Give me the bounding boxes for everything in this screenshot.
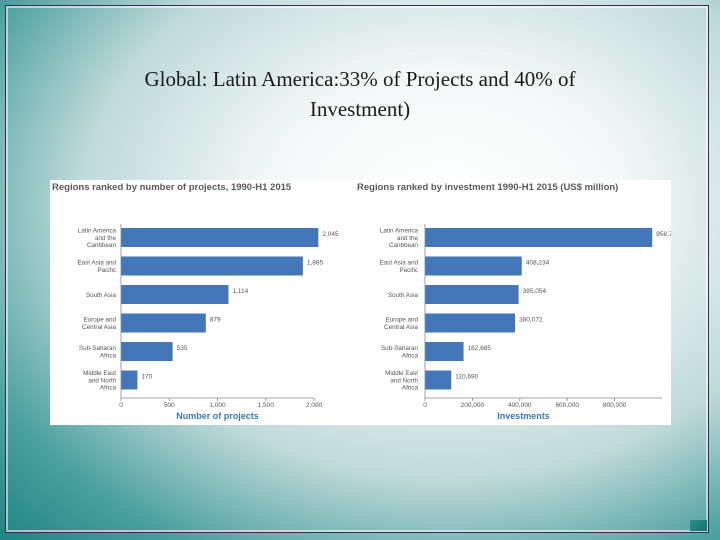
chart1-tick-label-2: 500 [164,402,175,409]
chart2-value-label-3: 395,054 [523,288,547,295]
chart2-tick-label-1: 0 [423,402,427,409]
chart2-category-label-6-line-2: and North [390,377,418,384]
chart2-value-label-2: 408,234 [526,260,550,267]
chart2-category-label-1-line-2: and the [397,235,419,242]
chart2-value-label-4: 380,072 [519,317,543,324]
chart2-category-label-4-line-1: Europe and [385,317,418,324]
chart1-category-label-1-line-3: Caribbean [87,242,117,249]
chart2-category-label-1-line-1: Latin America [380,228,419,235]
chart1-category-label-3-line-1: South Asia [86,292,117,299]
chart1-value-label-1: 2,045 [322,231,339,238]
chart1-category-label-6-line-2: and North [88,377,116,384]
chart2-category-label-4-line-2: Central Asia [384,324,418,331]
chart1-tick-label-5: 2,000 [306,402,323,409]
chart2-bar-3 [425,285,519,304]
chart1-category-label-4-line-2: Central Asia [82,324,116,331]
chart2-category-label-5-line-1: Sub-Saharan [381,345,419,352]
chart1-value-label-6: 170 [141,374,152,381]
chart1-category-label-2-line-2: Pacific [97,267,116,274]
slide-title: Global: Latin America:33% of Projects an… [80,64,640,124]
chart1-value-label-2: 1,885 [307,260,324,267]
chart2-category-label-2-line-1: East Asia and [379,260,418,267]
chart1-tick-label-3: 1,000 [209,402,226,409]
chart1-category-label-6-line-3: Africa [100,385,117,392]
chart1-category-label-6-line-1: Middle East [83,370,116,377]
chart1-value-label-3: 1,114 [233,288,249,295]
chart2-bar-5 [425,342,464,361]
chart1-bar-2 [121,256,303,276]
chart1-title: Regions ranked by number of projects, 19… [52,182,292,193]
chart1-bar-4 [121,313,206,333]
slide-title-line-2: Investment) [309,97,411,121]
chart-image-panel: Regions ranked by number of projects, 19… [50,180,671,425]
chart2-tick-label-5: 800,000 [603,402,627,409]
chart1-value-label-5: 535 [177,345,188,352]
chart1-value-label-4: 879 [210,317,221,324]
chart2-bar-4 [425,313,516,333]
chart2-tick-label-3: 400,000 [508,402,532,409]
chart2-tick-label-4: 600,000 [555,402,579,409]
chart1-bar-1 [121,228,319,247]
chart2-category-label-6-line-1: Middle East [385,370,418,377]
chart1-category-label-4-line-1: Europe and [83,317,116,324]
chart1-category-label-1-line-2: and the [95,235,117,242]
chart2-category-label-5-line-2: Africa [402,352,419,359]
chart2-x-axis-label: Investments [497,411,550,421]
chart2-category-label-6-line-3: Africa [402,385,419,392]
chart1-category-label-5-line-2: Africa [100,352,117,359]
chart2-tick-label-2: 200,000 [461,402,485,409]
chart2-value-label-1: 958,746 [656,231,671,238]
chart2-category-label-2-line-2: Pacific [399,267,418,274]
chart1-category-label-5-line-1: Sub-Saharan [79,345,117,352]
chart2-title: Regions ranked by investment 1990-H1 201… [357,182,618,193]
chart2-value-label-5: 162,685 [468,345,492,352]
chart1-bar-3 [121,285,229,304]
chart1-bar-6 [121,370,138,390]
chart2-category-label-1-line-3: Caribbean [389,242,419,249]
chart2-bar-2 [425,256,522,276]
chart2-bar-6 [425,370,452,390]
chart2-category-label-3-line-1: South Asia [388,292,419,299]
slide-title-line-1: Global: Latin America:33% of Projects an… [144,67,576,91]
chart2-value-label-6: 110,690 [455,374,478,381]
chart1-bar-5 [121,342,173,361]
slide-corner-tab [690,520,707,531]
chart2-bar-1 [425,228,653,247]
chart1-tick-label-4: 1,500 [258,402,275,409]
chart1-category-label-1-line-1: Latin America [78,228,117,235]
chart1-x-axis-label: Number of projects [176,411,259,421]
chart1-category-label-2-line-1: East Asia and [77,260,116,267]
chart1-tick-label-1: 0 [119,402,123,409]
bar-charts-svg: Regions ranked by number of projects, 19… [52,182,671,421]
